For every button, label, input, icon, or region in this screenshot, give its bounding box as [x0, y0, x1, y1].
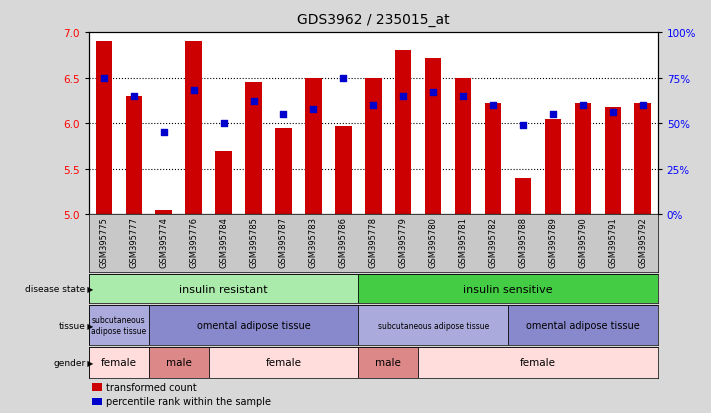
- Bar: [395, 51, 412, 215]
- Point: [427, 90, 439, 96]
- Point: [308, 106, 319, 113]
- Text: ▶: ▶: [85, 358, 94, 367]
- Point: [637, 102, 648, 109]
- Text: subcutaneous
adipose tissue: subcutaneous adipose tissue: [91, 316, 146, 335]
- Bar: [545, 119, 561, 215]
- Bar: [126, 97, 142, 215]
- Text: ▶: ▶: [85, 321, 94, 330]
- Text: male: male: [166, 357, 192, 368]
- Bar: [215, 151, 232, 215]
- Point: [248, 99, 260, 105]
- Text: GSM395776: GSM395776: [189, 216, 198, 267]
- Bar: [186, 42, 202, 215]
- Bar: [335, 127, 351, 215]
- Bar: [455, 78, 471, 215]
- Text: GSM395784: GSM395784: [219, 216, 228, 267]
- Text: GSM395792: GSM395792: [638, 216, 647, 267]
- Point: [218, 121, 229, 127]
- Text: omental adipose tissue: omental adipose tissue: [526, 320, 640, 330]
- Text: subcutaneous adipose tissue: subcutaneous adipose tissue: [378, 321, 488, 330]
- Bar: [245, 83, 262, 215]
- Point: [338, 75, 349, 82]
- Bar: [358, 306, 508, 345]
- Point: [577, 102, 589, 109]
- Text: GSM395778: GSM395778: [369, 216, 378, 267]
- Text: GSM395775: GSM395775: [100, 216, 108, 267]
- Bar: [425, 59, 442, 215]
- Text: GSM395781: GSM395781: [459, 216, 468, 267]
- Bar: [89, 347, 149, 378]
- Text: GSM395774: GSM395774: [159, 216, 169, 267]
- Text: GSM395779: GSM395779: [399, 216, 407, 267]
- Text: GSM395777: GSM395777: [129, 216, 138, 267]
- Bar: [92, 383, 102, 391]
- Point: [128, 93, 139, 100]
- Point: [457, 93, 469, 100]
- Bar: [275, 128, 292, 215]
- Bar: [95, 42, 112, 215]
- Text: GSM395782: GSM395782: [488, 216, 498, 267]
- Bar: [208, 347, 358, 378]
- Text: female: female: [101, 357, 137, 368]
- Text: disease state: disease state: [25, 285, 85, 294]
- Text: transformed count: transformed count: [106, 382, 197, 392]
- Text: omental adipose tissue: omental adipose tissue: [197, 320, 311, 330]
- Bar: [485, 104, 501, 215]
- Point: [188, 88, 199, 95]
- Bar: [604, 107, 621, 215]
- Bar: [634, 104, 651, 215]
- Text: insulin sensitive: insulin sensitive: [463, 284, 553, 294]
- Text: percentile rank within the sample: percentile rank within the sample: [106, 396, 271, 406]
- Text: GSM395785: GSM395785: [249, 216, 258, 267]
- Text: GSM395787: GSM395787: [279, 216, 288, 267]
- Bar: [149, 306, 358, 345]
- Bar: [89, 306, 149, 345]
- Bar: [156, 210, 172, 215]
- Text: GSM395788: GSM395788: [518, 216, 528, 267]
- Point: [518, 122, 529, 129]
- Text: GSM395780: GSM395780: [429, 216, 438, 267]
- Text: ▶: ▶: [85, 285, 94, 294]
- Text: gender: gender: [53, 358, 85, 367]
- Point: [487, 102, 498, 109]
- Bar: [149, 347, 208, 378]
- Text: male: male: [375, 357, 401, 368]
- Text: GSM395791: GSM395791: [609, 216, 617, 267]
- Text: GSM395789: GSM395789: [548, 216, 557, 267]
- Text: GDS3962 / 235015_at: GDS3962 / 235015_at: [297, 13, 449, 27]
- Bar: [365, 78, 382, 215]
- Text: GSM395790: GSM395790: [578, 216, 587, 267]
- Bar: [515, 178, 531, 215]
- Bar: [358, 275, 658, 304]
- Bar: [92, 398, 102, 405]
- Text: GSM395786: GSM395786: [339, 216, 348, 267]
- Point: [607, 110, 619, 116]
- Point: [158, 130, 169, 136]
- Bar: [508, 306, 658, 345]
- Point: [98, 75, 109, 82]
- Text: tissue: tissue: [58, 321, 85, 330]
- Text: insulin resistant: insulin resistant: [179, 284, 268, 294]
- Point: [368, 102, 379, 109]
- Point: [278, 112, 289, 118]
- Text: female: female: [520, 357, 556, 368]
- Point: [547, 112, 559, 118]
- Point: [397, 93, 409, 100]
- Bar: [418, 347, 658, 378]
- Bar: [358, 347, 418, 378]
- Bar: [89, 275, 358, 304]
- Text: GSM395783: GSM395783: [309, 216, 318, 267]
- Bar: [305, 78, 321, 215]
- Text: female: female: [265, 357, 301, 368]
- Bar: [574, 104, 591, 215]
